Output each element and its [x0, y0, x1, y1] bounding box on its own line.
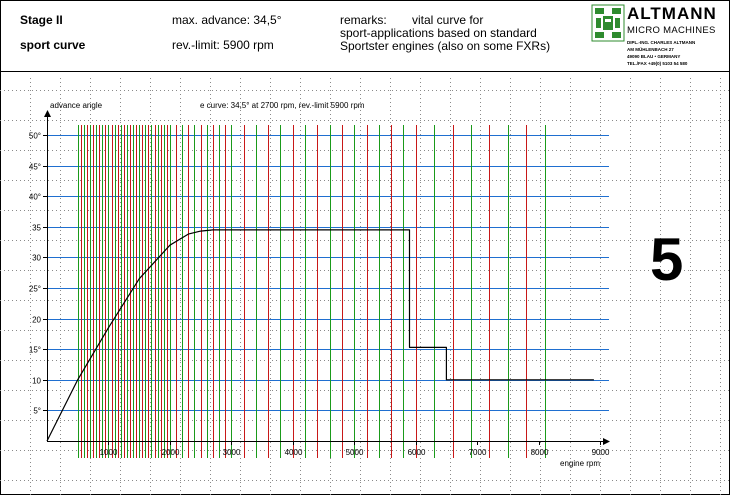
curve-name-label: sport curve	[20, 38, 86, 52]
remarks-label: remarks:	[340, 13, 387, 27]
chart-title: e curve: 34,5° at 2700 rpm, rev.-limit 5…	[200, 101, 365, 110]
x-tick-label: 5000	[346, 448, 364, 457]
stage-label: Stage II	[20, 13, 63, 27]
rev-limit-label: rev.-limit: 5900 rpm	[172, 38, 274, 52]
logo-name: ALTMANN	[627, 4, 717, 23]
remarks-line-2: sport-applications based on standard	[340, 26, 537, 40]
dot-grid	[0, 78, 730, 495]
y-tick-label: 25°	[29, 285, 41, 294]
x-tick-label: 4000	[285, 448, 303, 457]
x-ticks: 1000 2000 3000 4000 5000 6000 7000 8000 9000	[100, 441, 610, 457]
chart-axes	[44, 110, 610, 445]
logo-subtitle: MICRO MACHINES	[627, 25, 716, 36]
x-tick-label: 1000	[100, 448, 118, 457]
y-tick-label: 40°	[29, 193, 41, 202]
remarks-line-3: Sportster engines (also on some FXRs)	[340, 39, 551, 53]
y-tick-label: 5°	[33, 407, 41, 416]
x-tick-label: 2000	[162, 448, 180, 457]
altmann-logo-icon	[591, 4, 625, 42]
x-tick-label: 9000	[592, 448, 610, 457]
horizontal-gridlines	[47, 135, 609, 411]
x-tick-label: 7000	[469, 448, 487, 457]
x-axis-label: engine rpm	[560, 459, 601, 468]
logo-address-line: AM MÜHLENBACH 27	[627, 47, 674, 52]
y-tick-label: 35	[32, 224, 41, 233]
y-tick-label: 20	[32, 316, 41, 325]
y-tick-label: 45°	[29, 163, 41, 172]
y-tick-label: 50°	[29, 132, 41, 141]
curve-layer	[46, 229, 594, 442]
vertical-gridlines	[78, 125, 546, 458]
x-tick-label: 6000	[408, 448, 426, 457]
x-tick-label: 3000	[223, 448, 241, 457]
y-tick-label: 15°	[29, 346, 41, 355]
logo-address-line: 49090 BLAU • GERMANY	[627, 54, 681, 59]
page-number: 5	[650, 226, 684, 293]
logo-address-line: TEL./FAX +49(0) 5103 54 580	[627, 61, 688, 66]
y-tick-label: 30	[32, 254, 41, 263]
y-ticks: 5° 10 15° 20 25° 30 35 40° 45° 50°	[29, 132, 47, 416]
y-axis-arrow	[44, 110, 51, 117]
x-axis-arrow	[603, 438, 610, 445]
y-tick-label: 10	[32, 377, 41, 386]
max-advance-label: max. advance: 34,5°	[172, 13, 282, 27]
advance-curve-line	[46, 229, 594, 442]
remarks-line-1: vital curve for	[412, 13, 484, 27]
x-tick-label: 8000	[531, 448, 549, 457]
logo-address-line: DIPL.-ING. CHARLES ALTMANN	[627, 40, 696, 45]
y-axis-label: advance angle	[50, 101, 103, 110]
